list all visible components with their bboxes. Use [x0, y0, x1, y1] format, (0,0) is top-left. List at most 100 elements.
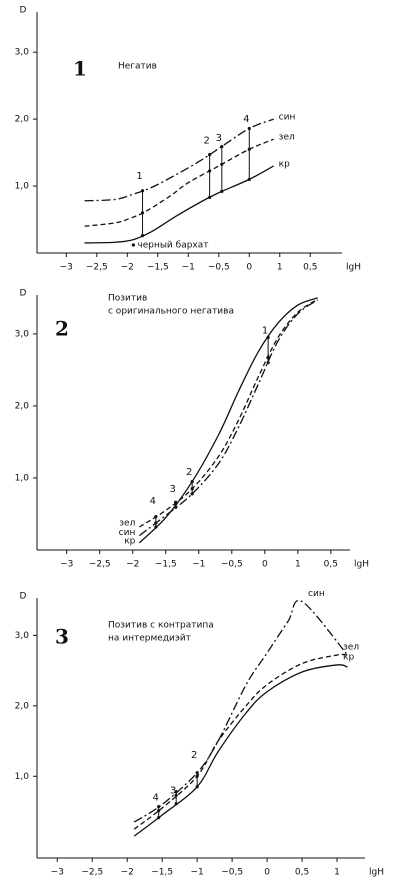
x-tick-label: −2,5: [89, 560, 111, 570]
panel-subtitle: Позитив: [108, 294, 147, 304]
point-number: 4: [150, 496, 156, 507]
panel-subtitle: Позитив с контратипа: [108, 621, 214, 631]
curve: [133, 653, 348, 830]
curve: [138, 299, 319, 537]
connector-dot: [220, 189, 224, 194]
connector-dot: [247, 126, 251, 131]
connector-dot: [208, 169, 212, 173]
connector-dot: [154, 514, 158, 519]
series-label: син: [308, 589, 325, 599]
x-axis-label: lgH: [346, 263, 361, 273]
y-tick-label: 2,0: [15, 115, 30, 125]
connector-dot: [157, 816, 161, 820]
x-tick-label: −3: [60, 263, 73, 273]
y-tick-label: 1,0: [15, 182, 30, 192]
connector-dot: [140, 189, 145, 193]
series-label: зел: [343, 643, 359, 653]
connector-dot: [157, 809, 161, 813]
point-number: 1: [262, 325, 268, 336]
x-tick-label: 0,5: [324, 560, 338, 570]
curve: [139, 298, 318, 528]
x-tick-label: −2,5: [81, 868, 103, 877]
series-label: син: [279, 113, 296, 123]
x-tick-label: 0: [246, 263, 252, 273]
connector-dot: [247, 177, 251, 181]
panel-number: 3: [55, 625, 69, 649]
connector-dot: [157, 805, 161, 809]
connector-dot: [140, 211, 145, 215]
y-axis-label: D: [20, 592, 27, 602]
y-tick-label: 2,0: [15, 701, 30, 711]
series-label: кр: [343, 652, 354, 662]
panel-number: 1: [73, 57, 87, 81]
connector-dot: [220, 144, 224, 149]
connector-dot: [174, 502, 178, 506]
x-tick-label: −3: [51, 868, 64, 877]
x-tick-label: −2: [126, 560, 139, 570]
x-tick-label: −1: [182, 263, 195, 273]
x-tick-label: 0,5: [303, 263, 317, 273]
x-tick-label: −1,5: [151, 868, 173, 877]
connector-dot: [154, 521, 158, 525]
series-label: кр: [124, 536, 135, 546]
curve: [133, 599, 349, 823]
connector-dot: [190, 487, 194, 491]
connector-dot: [195, 785, 199, 789]
x-tick-label: −1: [191, 868, 204, 877]
x-tick-label: 1: [334, 868, 340, 877]
connector-dot: [174, 505, 178, 509]
y-tick-label: 3,0: [15, 48, 30, 58]
x-tick-label: −2,5: [86, 263, 108, 273]
x-tick-label: −0,5: [221, 560, 243, 570]
y-tick-label: 3,0: [15, 329, 30, 339]
y-axis-label: D: [20, 289, 27, 299]
x-tick-label: 1: [277, 263, 283, 273]
connector-dot: [190, 479, 194, 484]
curve: [84, 165, 274, 244]
y-tick-label: 3,0: [15, 631, 30, 641]
connector-dot: [154, 525, 158, 529]
panel-subtitle: на интермедиэйт: [108, 634, 191, 644]
connector-dot: [195, 771, 199, 775]
connector-dot: [190, 492, 194, 496]
connector-dot: [174, 802, 178, 806]
point-number: 4: [243, 114, 249, 125]
panel-subtitle: с оригинального негатива: [108, 307, 234, 317]
x-tick-label: −1: [192, 560, 205, 570]
curve: [138, 297, 318, 544]
connector-dot: [247, 147, 251, 151]
x-tick-label: −0,5: [221, 868, 243, 877]
x-tick-label: −0,5: [208, 263, 230, 273]
point-number: 2: [203, 136, 209, 147]
x-tick-label: −1,5: [155, 560, 177, 570]
point-number: 4: [153, 792, 159, 803]
curve: [84, 138, 274, 227]
note: черный бархат: [137, 240, 208, 250]
y-tick-label: 1,0: [15, 473, 30, 483]
x-tick-label: −2: [121, 868, 134, 877]
note-dot: [131, 243, 135, 247]
connector-dot: [174, 790, 178, 794]
point-number: 2: [186, 467, 192, 478]
y-axis-label: D: [20, 6, 27, 16]
curve: [133, 664, 348, 837]
panel-number: 2: [55, 317, 69, 341]
series-label: зел: [119, 518, 135, 528]
curve: [84, 118, 274, 202]
x-tick-label: −2: [121, 263, 134, 273]
connector-dot: [208, 152, 212, 157]
y-tick-label: 1,0: [15, 772, 30, 782]
panel-subtitle: Негатив: [118, 62, 157, 72]
y-tick-label: 2,0: [15, 401, 30, 411]
x-tick-label: −3: [60, 560, 73, 570]
connector-dot: [266, 355, 270, 359]
point-number: 3: [216, 133, 222, 144]
point-number: 1: [136, 171, 142, 182]
connector-dot: [140, 233, 145, 238]
x-axis-label: lgH: [354, 560, 369, 570]
x-axis-label: lgH: [369, 868, 384, 877]
point-number: 2: [191, 750, 197, 761]
series-label: син: [119, 528, 136, 538]
connector-dot: [208, 195, 212, 200]
